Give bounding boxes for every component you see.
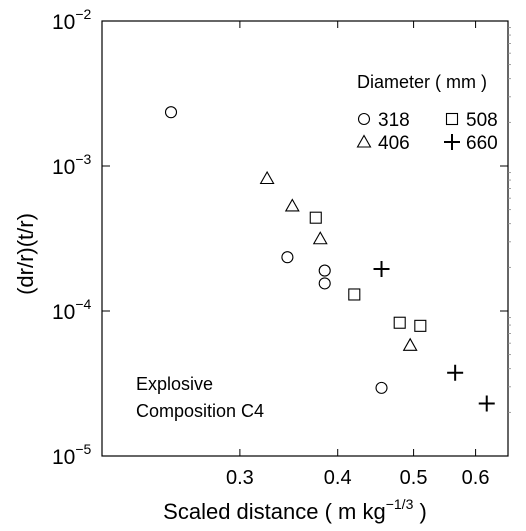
data-point-406: [312, 231, 328, 245]
annotation: Explosive Composition C4: [136, 374, 264, 421]
data-point-660: [447, 364, 464, 381]
data-point-508: [414, 319, 427, 332]
legend-label: 660: [466, 133, 498, 154]
plot-frame: [101, 20, 511, 457]
x-tick-label: 0.3: [226, 467, 254, 489]
data-point-318: [375, 381, 388, 394]
plot-border: [101, 20, 509, 457]
y-tick-label: 10−3: [52, 151, 92, 179]
data-point-406: [259, 170, 275, 185]
data-point-508: [393, 316, 406, 329]
y-axis-label: (dr/r)(t/r): [13, 213, 38, 295]
legend: Diameter ( mm ) 318 508 406 660: [356, 72, 498, 154]
legend-title: Diameter ( mm ): [357, 72, 487, 92]
data-point-406: [284, 198, 300, 212]
y-tick-label: 10−5: [52, 441, 92, 469]
data-point-318: [281, 251, 294, 264]
legend-label: 406: [378, 133, 410, 154]
data-point-406: [402, 337, 418, 351]
x-axis: 0.3 0.4 0.5 0.6: [226, 21, 490, 489]
data-point-508: [309, 211, 322, 224]
data-point-660: [478, 395, 495, 412]
legend-label: 318: [378, 110, 410, 131]
x-tick-label: 0.5: [400, 467, 428, 489]
x-tick-label: 0.4: [324, 467, 352, 489]
data-point-318: [164, 106, 178, 119]
legend-marker-406: [356, 134, 372, 148]
data-point-508: [348, 288, 361, 301]
data-point-318: [318, 264, 331, 277]
legend-marker-508: [445, 112, 459, 126]
x-tick-label: 0.6: [462, 467, 490, 489]
data-point-660: [373, 260, 390, 277]
legend-marker-318: [357, 112, 371, 126]
annotation-line: Composition C4: [136, 401, 264, 421]
data-point-318: [318, 277, 331, 290]
x-axis-label: Scaled distance ( m kg−1/3 ): [163, 496, 427, 524]
legend-label: 508: [466, 110, 498, 131]
data-marks: [164, 106, 495, 412]
legend-marker-660: [444, 134, 460, 150]
y-tick-label: 10−4: [52, 296, 92, 324]
annotation-line: Explosive: [136, 374, 213, 394]
y-tick-label: 10−2: [52, 6, 92, 34]
